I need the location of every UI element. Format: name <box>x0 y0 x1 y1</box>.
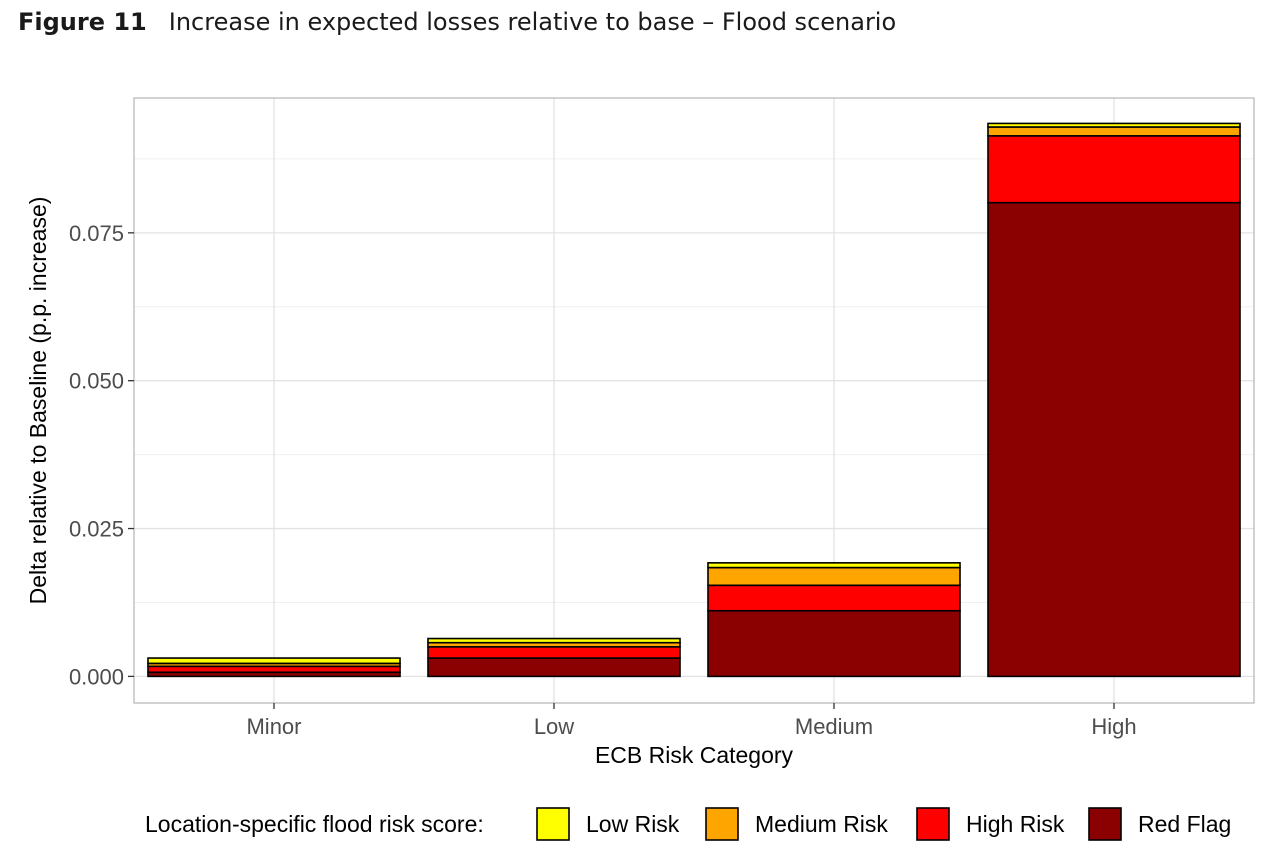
bar-groups <box>147 122 1241 678</box>
x-tick-label: High <box>1091 714 1136 739</box>
bar-segment-medium-risk <box>707 566 961 587</box>
bar-segment-medium-risk <box>987 126 1241 137</box>
legend-swatch <box>1088 807 1122 841</box>
bar-segment-high-risk <box>147 665 401 674</box>
legend-swatch <box>916 807 950 841</box>
legend: Location-specific flood risk score: Low … <box>145 807 1231 841</box>
bar-segment-low-risk <box>987 122 1241 128</box>
bar-stack-minor <box>147 657 401 678</box>
legend-swatch <box>705 807 739 841</box>
y-tick-label: 0.000 <box>69 664 124 689</box>
bar-stack-medium <box>707 562 961 678</box>
legend-title: Location-specific flood risk score: <box>145 811 484 837</box>
bar-segment-red-flag <box>987 201 1241 678</box>
y-tick-label: 0.050 <box>69 369 124 394</box>
bar-segment-red-flag <box>427 657 681 678</box>
x-tick-label: Medium <box>795 714 873 739</box>
bar-stack-high <box>987 122 1241 678</box>
bar-segment-high-risk <box>427 646 681 659</box>
y-tick-label: 0.025 <box>69 517 124 542</box>
figure-title: Increase in expected losses relative to … <box>168 8 897 36</box>
legend-label: Low Risk <box>586 811 680 837</box>
legend-label: Medium Risk <box>755 811 888 837</box>
y-axis-label: Delta relative to Baseline (p.p. increas… <box>25 197 51 605</box>
bar-segment-low-risk <box>707 562 961 569</box>
legend-swatch <box>536 807 570 841</box>
y-tick-label: 0.075 <box>69 221 124 246</box>
bar-stack-low <box>427 637 681 678</box>
legend-item-medium-risk: Medium Risk <box>705 807 888 841</box>
bar-segment-low-risk <box>147 657 401 665</box>
x-tick-label: Low <box>534 714 574 739</box>
legend-label: Red Flag <box>1138 811 1231 837</box>
bar-segment-high-risk <box>987 135 1241 204</box>
bar-segment-red-flag <box>707 609 961 678</box>
legend-item-high-risk: High Risk <box>916 807 1065 841</box>
plot-panel-border <box>133 97 1255 704</box>
legend-item-red-flag: Red Flag <box>1088 807 1231 841</box>
bar-segment-high-risk <box>707 584 961 612</box>
bar-segment-low-risk <box>427 637 681 644</box>
legend-label: High Risk <box>966 811 1065 837</box>
legend-item-low-risk: Low Risk <box>536 807 680 841</box>
x-axis-label: ECB Risk Category <box>595 742 794 768</box>
figure-header: Figure 11 Increase in expected losses rel… <box>18 8 896 36</box>
x-axis: Minor Low Medium High <box>246 703 1137 739</box>
x-tick-label: Minor <box>246 714 301 739</box>
y-axis: 0.000 0.025 0.050 0.075 <box>69 221 134 689</box>
figure-label: Figure 11 <box>18 8 147 36</box>
